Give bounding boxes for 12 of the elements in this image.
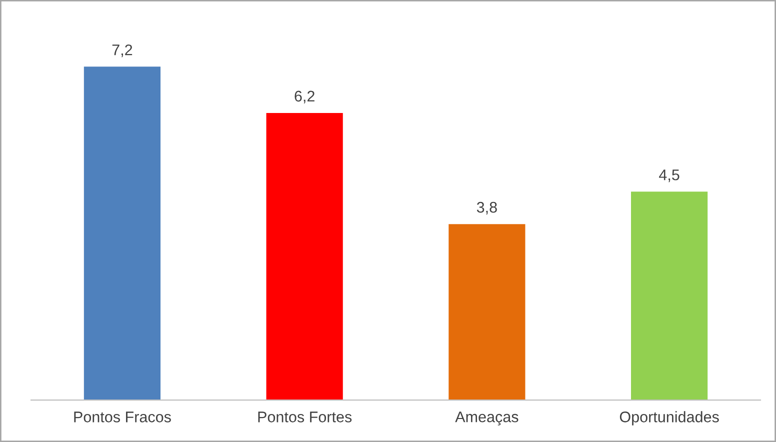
data-label: 4,5 — [659, 170, 680, 182]
bar — [631, 192, 708, 400]
bar — [266, 112, 343, 400]
bar — [448, 224, 526, 400]
x-tick-label: Ameaças — [455, 412, 518, 426]
x-tick-label: Oportunidades — [620, 411, 719, 426]
data-label: 7,2 — [112, 44, 132, 58]
x-tick-label: Pontos Fortes — [258, 412, 352, 422]
x-tick-label: Pontos Fracos — [74, 412, 171, 422]
data-label: 6,2 — [294, 90, 314, 104]
data-label: 3,8 — [476, 202, 497, 215]
bar — [84, 66, 161, 400]
